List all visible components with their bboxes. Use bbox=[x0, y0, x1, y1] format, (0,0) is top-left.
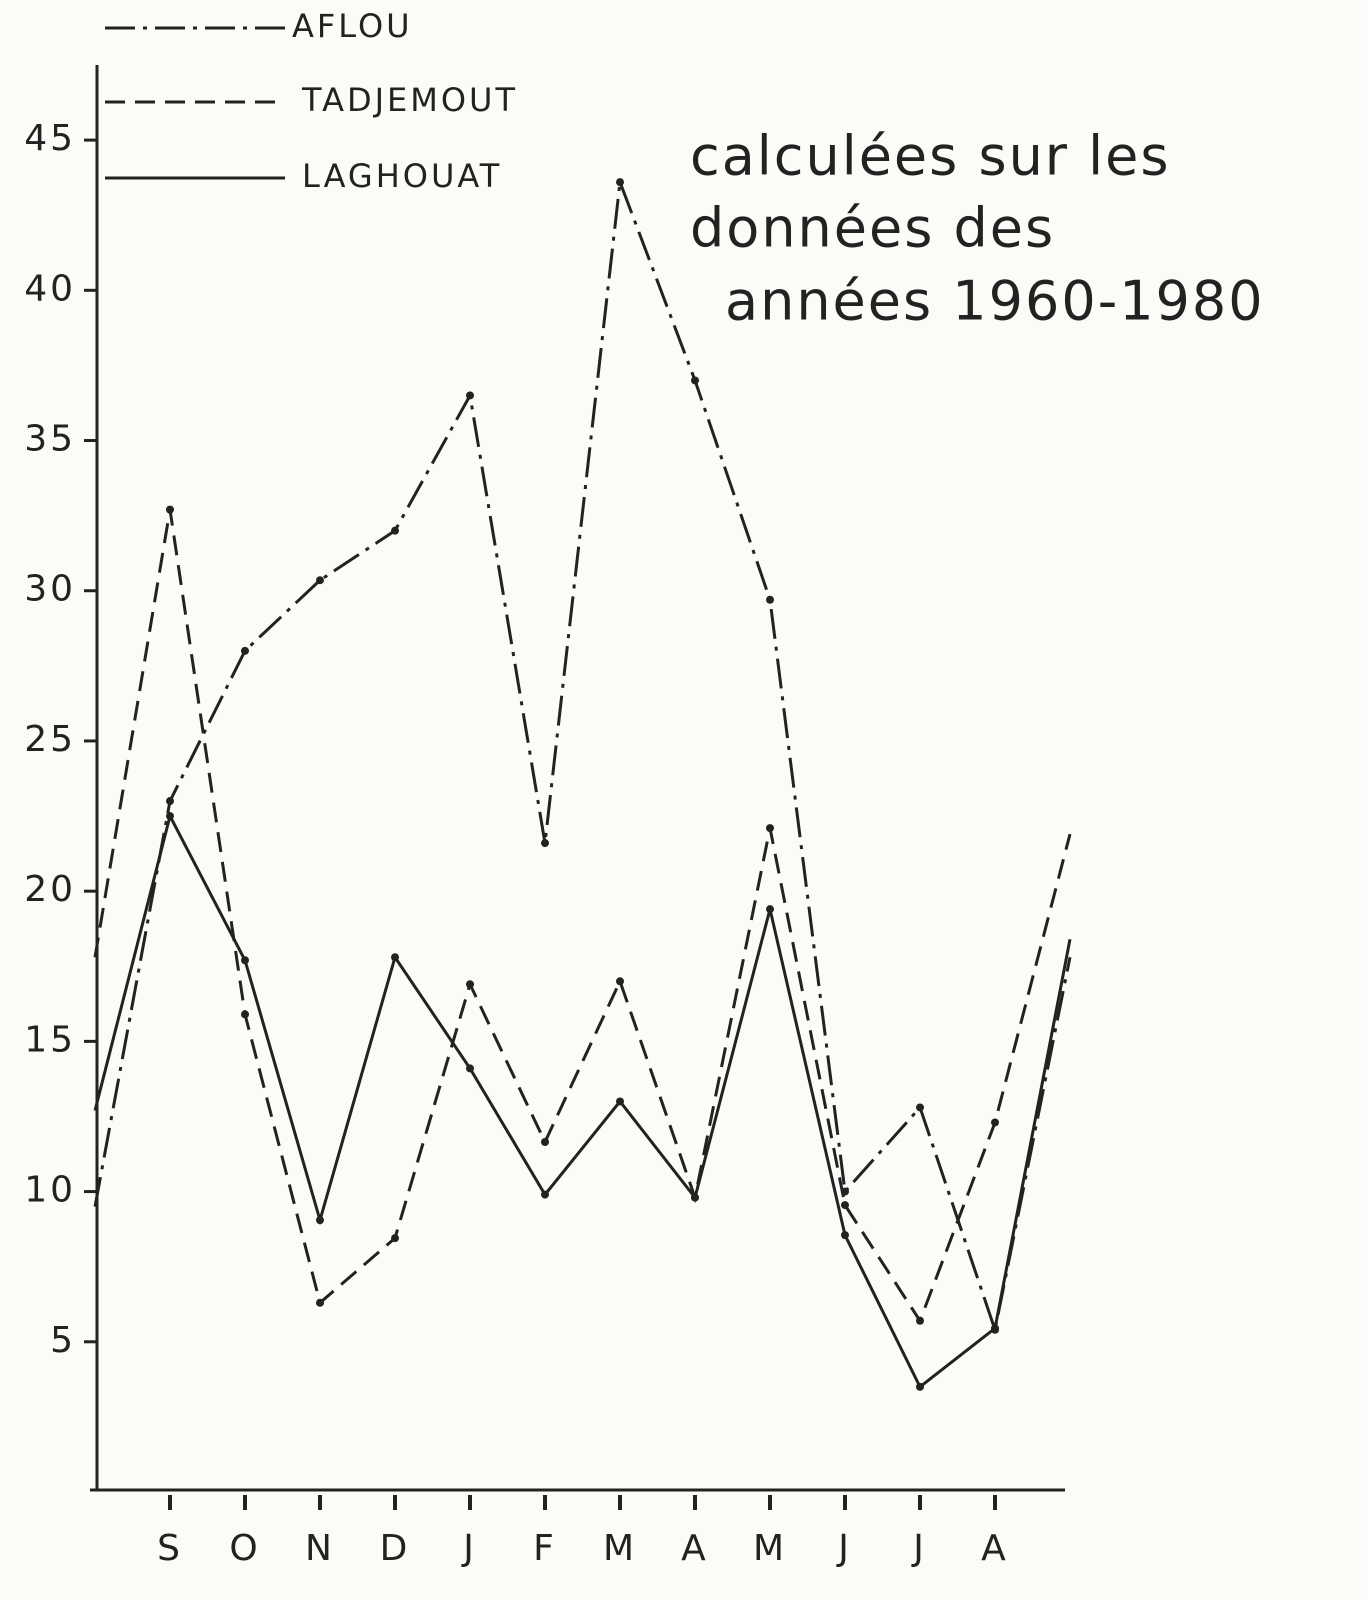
y-tick-label: 45 bbox=[24, 118, 76, 159]
point bbox=[991, 1324, 999, 1333]
y-tick-label: 20 bbox=[24, 869, 76, 910]
x-tick-label: J bbox=[911, 1528, 927, 1569]
point bbox=[766, 824, 774, 833]
point bbox=[466, 980, 474, 989]
point bbox=[316, 1216, 324, 1225]
point bbox=[316, 576, 324, 585]
point bbox=[616, 977, 624, 986]
legend-label: LAGHOUAT bbox=[302, 157, 502, 195]
point bbox=[241, 1010, 249, 1019]
point bbox=[166, 797, 174, 806]
y-tick-label: 35 bbox=[24, 419, 76, 460]
point bbox=[841, 1201, 849, 1210]
annotation: données des bbox=[690, 197, 1055, 260]
point bbox=[241, 646, 249, 655]
x-tick-label: D bbox=[380, 1528, 411, 1569]
point bbox=[916, 1316, 924, 1325]
point bbox=[166, 505, 174, 514]
series-line bbox=[93, 811, 1072, 1390]
y-tick-label: 25 bbox=[24, 719, 76, 760]
series-line bbox=[93, 181, 1072, 1336]
point bbox=[766, 905, 774, 914]
x-tick-label: A bbox=[681, 1528, 709, 1569]
point bbox=[616, 1097, 624, 1106]
point bbox=[466, 1064, 474, 1073]
x-tick-label: O bbox=[229, 1528, 260, 1569]
point bbox=[616, 178, 624, 187]
x-tick-label: M bbox=[753, 1528, 787, 1569]
point bbox=[991, 1118, 999, 1127]
point bbox=[841, 1231, 849, 1240]
x-tick-label: F bbox=[533, 1528, 557, 1569]
point bbox=[691, 1193, 699, 1202]
y-tick-label: 30 bbox=[24, 569, 76, 610]
point bbox=[391, 1234, 399, 1243]
y-tick-label: 10 bbox=[24, 1170, 76, 1211]
y-tick-label: 40 bbox=[24, 268, 76, 309]
y-tick-label: 15 bbox=[24, 1019, 76, 1060]
point bbox=[541, 1138, 549, 1147]
x-tick-label: J bbox=[461, 1528, 477, 1569]
point bbox=[316, 1298, 324, 1307]
legend-label: AFLOU bbox=[292, 7, 413, 45]
x-tick-label: J bbox=[836, 1528, 852, 1569]
point bbox=[916, 1103, 924, 1112]
point bbox=[541, 839, 549, 848]
x-tick-label: N bbox=[305, 1528, 335, 1569]
point bbox=[766, 595, 774, 604]
series-line bbox=[93, 509, 1072, 1325]
annotation: années 1960-1980 bbox=[725, 270, 1265, 333]
point bbox=[466, 391, 474, 400]
point bbox=[541, 1190, 549, 1199]
point bbox=[241, 956, 249, 965]
point bbox=[391, 526, 399, 535]
point bbox=[391, 953, 399, 962]
point bbox=[166, 812, 174, 821]
y-tick-label: 5 bbox=[50, 1320, 76, 1361]
x-tick-label: S bbox=[157, 1528, 183, 1569]
annotation: calculées sur les bbox=[690, 125, 1171, 188]
x-tick-label: A bbox=[981, 1528, 1009, 1569]
point bbox=[916, 1382, 924, 1391]
point bbox=[691, 376, 699, 385]
x-tick-label: M bbox=[603, 1528, 637, 1569]
legend-label: TADJEMOUT bbox=[301, 81, 518, 119]
